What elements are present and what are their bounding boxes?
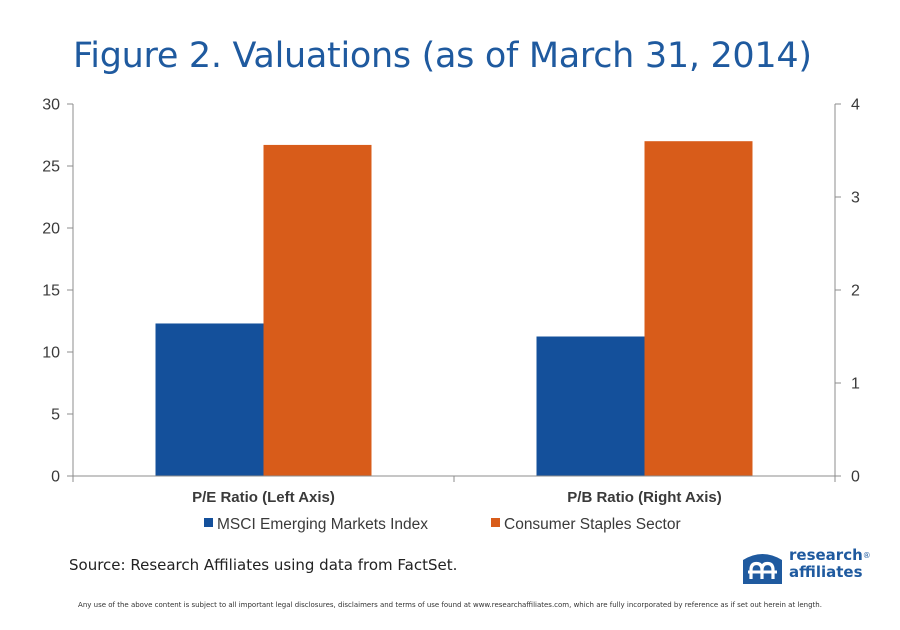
x-axis: P/E Ratio (Left Axis) P/B Ratio (Right Ax…: [72, 475, 836, 506]
legend-label: MSCI Emerging Markets Index: [217, 516, 428, 533]
logo-line-2: affiliates: [789, 563, 863, 581]
research-affiliates-logo-icon: [743, 554, 782, 584]
bar: [644, 141, 753, 476]
left-tick-label: 15: [42, 283, 60, 300]
left-tick-label: 30: [42, 97, 60, 114]
legend: MSCI Emerging Markets Index Consumer Stap…: [204, 516, 681, 533]
right-tick-label: 2: [851, 283, 860, 300]
legal-disclaimer: Any use of the above content is subject …: [78, 601, 822, 609]
logo-wordmark: research® affiliates: [789, 547, 871, 581]
left-tick-label: 20: [42, 221, 60, 238]
legend-swatch: [204, 518, 213, 527]
legend-label: Consumer Staples Sector: [504, 516, 681, 533]
category-label: P/E Ratio (Left Axis): [192, 489, 335, 506]
legend-swatch: [491, 518, 500, 527]
left-axis: 0 5 10 15 20 25 30: [42, 97, 74, 486]
right-axis: 0 1 2 3 4: [834, 97, 860, 486]
right-tick-label: 1: [851, 376, 860, 393]
category-label: P/B Ratio (Right Axis): [567, 489, 721, 506]
right-tick-label: 0: [851, 469, 860, 486]
research-affiliates-logo[interactable]: research® affiliates: [743, 546, 871, 586]
bars: [155, 141, 753, 477]
bar: [536, 336, 645, 476]
bar-chart: 0 5 10 15 20 25 30 0 1 2 3 4 P/E Ratio (Left Axis)…: [42, 97, 860, 534]
left-tick-label: 5: [51, 407, 60, 424]
right-tick-label: 3: [851, 190, 860, 207]
logo-registered-mark: ®: [862, 551, 871, 560]
left-tick-label: 25: [42, 159, 60, 176]
logo-line-1: research: [789, 546, 863, 564]
left-tick-label: 10: [42, 345, 60, 362]
bar: [155, 323, 264, 476]
chart-title: Figure 2. Valuations (as of March 31, 20…: [73, 36, 812, 76]
bar: [263, 144, 372, 477]
left-tick-label: 0: [51, 469, 60, 486]
right-tick-label: 4: [851, 97, 860, 114]
source-note: Source: Research Affiliates using data f…: [69, 556, 458, 574]
